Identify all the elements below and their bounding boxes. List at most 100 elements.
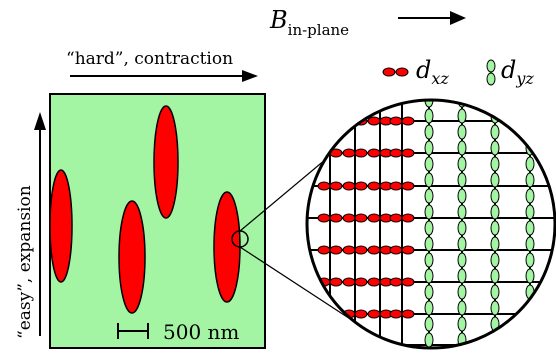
domain-ellipse bbox=[49, 169, 73, 283]
domain-ellipse bbox=[118, 200, 146, 314]
dyz-orbital bbox=[424, 300, 434, 316]
dxz-orbital bbox=[354, 148, 368, 158]
dyz-orbital bbox=[424, 156, 434, 172]
dxz-orbital bbox=[307, 277, 309, 287]
dyz-orbital bbox=[457, 220, 467, 236]
dxz-orbital bbox=[342, 213, 356, 223]
zoom-line-bottom bbox=[239, 246, 365, 329]
dyz-orbital bbox=[525, 124, 535, 140]
legend-dxz-label: dxz bbox=[416, 56, 449, 88]
dxz-orbital bbox=[367, 148, 381, 158]
dxz-orbital bbox=[307, 116, 309, 126]
field-label: Bin-plane bbox=[269, 6, 349, 39]
dyz-orbital bbox=[490, 252, 500, 268]
dyz-orbital bbox=[457, 316, 467, 332]
dxz-orbital bbox=[401, 148, 415, 158]
dxz-orbital bbox=[367, 309, 381, 319]
dyz-orbital bbox=[525, 108, 535, 124]
dyz-orbital bbox=[424, 124, 434, 140]
dyz-orbital bbox=[457, 300, 467, 316]
dxz-orbital bbox=[389, 245, 403, 255]
dyz-orbital bbox=[457, 140, 467, 156]
dyz-orbital bbox=[490, 284, 500, 300]
dyz-orbital bbox=[525, 220, 535, 236]
dxz-orbital bbox=[307, 309, 309, 319]
dxz-orbital bbox=[317, 181, 331, 191]
dyz-orbital bbox=[424, 316, 434, 332]
hard-axis-label: “hard”, contraction bbox=[66, 49, 233, 69]
dxz-orbital bbox=[342, 148, 356, 158]
magnifier-circle bbox=[305, 98, 556, 350]
dxz-orbital bbox=[329, 116, 343, 126]
dyz-orbital bbox=[490, 204, 500, 220]
dyz-orbital bbox=[457, 188, 467, 204]
dyz-orbital bbox=[490, 332, 500, 348]
dxz-orbital bbox=[342, 277, 356, 287]
dxz-orbital bbox=[317, 309, 331, 319]
dxz-orbital bbox=[367, 181, 381, 191]
dxz-orbital bbox=[367, 116, 381, 126]
dxz-orbital bbox=[389, 181, 403, 191]
dxz-orbital bbox=[307, 148, 309, 158]
dyz-orbital bbox=[424, 100, 434, 108]
dxz-orbital bbox=[342, 245, 356, 255]
dyz-orbital bbox=[424, 332, 434, 348]
dyz-orbital bbox=[525, 100, 535, 108]
dyz-orbital bbox=[424, 172, 434, 188]
dyz-orbital bbox=[424, 140, 434, 156]
domain-ellipse bbox=[213, 191, 241, 303]
dyz-orbital bbox=[457, 124, 467, 140]
dxz-orbital bbox=[389, 116, 403, 126]
legend-dxz-icon bbox=[382, 67, 409, 77]
dxz-orbital bbox=[401, 213, 415, 223]
dyz-orbital bbox=[424, 236, 434, 252]
domain-ellipse bbox=[153, 105, 179, 219]
dyz-orbital bbox=[525, 268, 535, 284]
hard-axis-arrow-icon bbox=[70, 70, 258, 82]
dxz-orbital bbox=[307, 181, 309, 191]
dyz-orbital bbox=[457, 268, 467, 284]
dyz-orbital bbox=[424, 268, 434, 284]
dyz-orbital bbox=[457, 156, 467, 172]
dyz-orbital bbox=[490, 100, 500, 108]
scale-bar bbox=[117, 323, 149, 339]
scale-bar-label: 500 nm bbox=[163, 320, 239, 344]
dyz-orbital bbox=[457, 204, 467, 220]
dyz-orbital bbox=[457, 284, 467, 300]
dxz-orbital bbox=[342, 181, 356, 191]
dyz-orbital bbox=[525, 332, 535, 348]
dyz-orbital bbox=[490, 300, 500, 316]
dxz-orbital bbox=[367, 213, 381, 223]
dyz-orbital bbox=[525, 156, 535, 172]
dxz-orbital bbox=[367, 245, 381, 255]
dxz-orbital bbox=[317, 116, 331, 126]
dyz-orbital bbox=[424, 220, 434, 236]
easy-axis-label: “easy”, expansion bbox=[15, 185, 35, 339]
dyz-orbital bbox=[525, 252, 535, 268]
dxz-orbital bbox=[317, 245, 331, 255]
dyz-orbital bbox=[525, 204, 535, 220]
dxz-orbital bbox=[401, 309, 415, 319]
dxz-orbital bbox=[354, 245, 368, 255]
dyz-orbital bbox=[457, 252, 467, 268]
dxz-orbital bbox=[354, 277, 368, 287]
dyz-orbital bbox=[457, 236, 467, 252]
dxz-orbital bbox=[329, 245, 343, 255]
dyz-orbital bbox=[525, 188, 535, 204]
dyz-orbital bbox=[424, 204, 434, 220]
dyz-orbital bbox=[424, 252, 434, 268]
field-arrow-icon bbox=[398, 11, 466, 25]
dyz-orbital bbox=[525, 172, 535, 188]
dyz-orbital bbox=[424, 284, 434, 300]
dxz-orbital bbox=[401, 277, 415, 287]
dyz-orbital bbox=[490, 124, 500, 140]
dyz-orbital bbox=[490, 236, 500, 252]
dyz-orbital bbox=[457, 172, 467, 188]
dyz-orbital bbox=[525, 316, 535, 332]
dyz-orbital bbox=[490, 156, 500, 172]
dyz-orbital bbox=[490, 268, 500, 284]
legend-dyz-label: dyz bbox=[501, 56, 534, 88]
dxz-orbital bbox=[307, 245, 309, 255]
dxz-orbital bbox=[389, 148, 403, 158]
